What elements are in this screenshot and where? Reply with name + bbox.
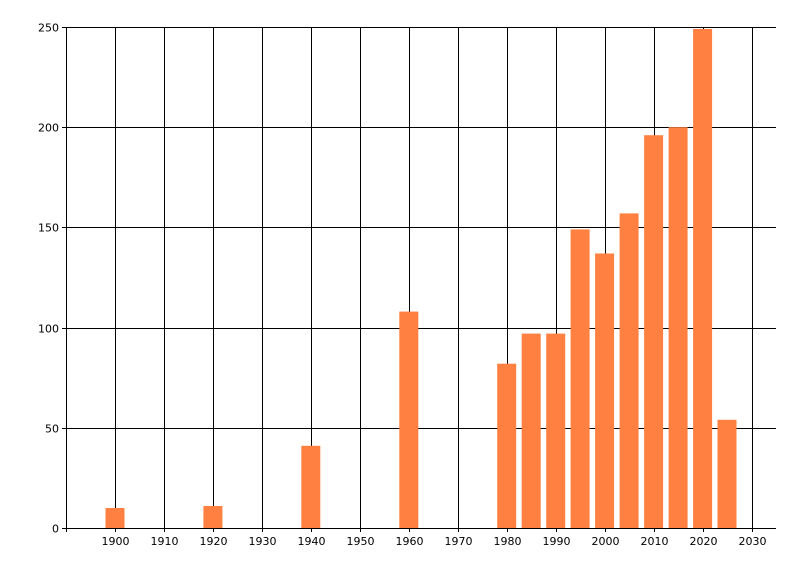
x-tick-label: 2030 xyxy=(739,535,767,548)
bar-1980 xyxy=(497,363,517,528)
y-tick-label: 150 xyxy=(38,222,59,235)
y-tick-label: 200 xyxy=(38,122,59,135)
bar-2005 xyxy=(619,213,639,528)
y-tick-label: 50 xyxy=(45,423,59,436)
bar-1900 xyxy=(105,508,125,528)
x-tick-label: 1920 xyxy=(200,535,228,548)
y-tick-label: 0 xyxy=(52,523,59,536)
y-tick-label: 250 xyxy=(38,22,59,35)
x-tick-label: 1980 xyxy=(494,535,522,548)
x-tick-label: 1990 xyxy=(543,535,571,548)
bar-2010 xyxy=(644,135,664,528)
bar-1985 xyxy=(521,333,541,528)
bar-2020 xyxy=(693,29,713,528)
x-tick-label: 1930 xyxy=(249,535,277,548)
bar-2000 xyxy=(595,253,615,528)
axes xyxy=(62,27,776,532)
bar-1960 xyxy=(399,311,419,528)
bar-1990 xyxy=(546,333,566,528)
y-tick-label: 100 xyxy=(38,323,59,336)
x-tick-label: 1970 xyxy=(445,535,473,548)
x-tick-label: 1960 xyxy=(396,535,424,548)
x-tick-label: 1910 xyxy=(151,535,179,548)
bar-1940 xyxy=(301,445,321,528)
tick-labels: 1900 1910 1920 1930 1940 1950 1960 1970 1980 1990… xyxy=(38,22,767,549)
x-tick-label: 2000 xyxy=(592,535,620,548)
x-tick-label: 2010 xyxy=(641,535,669,548)
bar-1920 xyxy=(203,506,223,528)
x-tick-label: 1950 xyxy=(347,535,375,548)
bars xyxy=(105,29,737,528)
bar-1995 xyxy=(570,229,590,528)
x-tick-label: 2020 xyxy=(690,535,718,548)
x-tick-label: 1900 xyxy=(102,535,130,548)
bar-2015 xyxy=(668,127,688,528)
x-tick-label: 1940 xyxy=(298,535,326,548)
bar-2025 xyxy=(717,419,737,528)
